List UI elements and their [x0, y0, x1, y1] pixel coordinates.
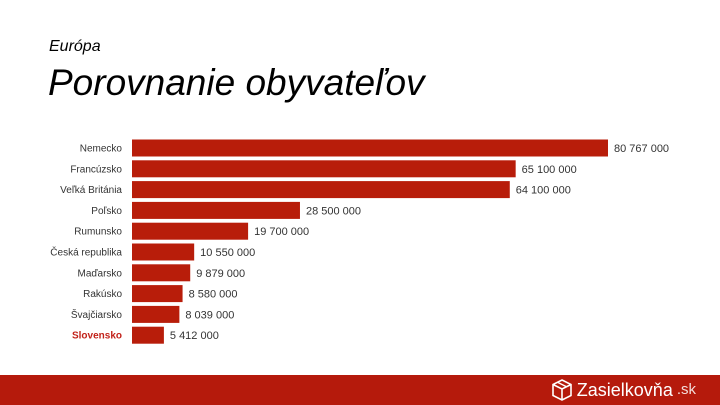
footer-bar: Zasielkovňa .sk	[0, 375, 720, 405]
slide-title: Porovnanie obyvateľov	[48, 62, 425, 103]
category-label: Slovensko	[72, 331, 122, 342]
category-label: Veľká Británia	[60, 185, 122, 196]
value-label: 64 100 000	[516, 185, 571, 197]
bar	[132, 264, 191, 282]
bar	[132, 181, 510, 199]
bar	[132, 160, 516, 178]
value-label: 8 039 000	[185, 309, 234, 321]
category-label: Francúzsko	[70, 164, 122, 175]
value-label: 8 580 000	[189, 289, 238, 301]
category-label: Nemecko	[80, 144, 123, 155]
bar	[132, 326, 164, 344]
bar	[132, 201, 300, 219]
category-label: Rakúsko	[83, 289, 122, 300]
category-label: Rumunsko	[74, 227, 122, 238]
bar	[132, 305, 180, 323]
value-label: 5 412 000	[170, 330, 219, 342]
value-label: 80 767 000	[614, 143, 669, 155]
category-label: Poľsko	[91, 206, 122, 217]
value-label: 19 700 000	[254, 226, 309, 238]
brand-name: Zasielkovňa	[576, 380, 673, 400]
category-label: Česká republika	[50, 246, 122, 259]
package-icon	[551, 379, 572, 401]
brand-logo[interactable]: Zasielkovňa .sk	[551, 379, 696, 401]
bar	[132, 285, 183, 303]
category-label: Švajčiarsko	[71, 308, 123, 321]
slide-kicker: Európa	[49, 38, 101, 55]
value-label: 10 550 000	[200, 247, 255, 259]
value-label: 28 500 000	[306, 205, 361, 217]
value-label: 9 879 000	[196, 268, 245, 280]
bar	[132, 222, 249, 240]
category-label: Maďarsko	[78, 268, 123, 279]
brand-tld: .sk	[676, 381, 696, 398]
bar	[132, 139, 608, 157]
bar	[132, 243, 195, 261]
value-label: 65 100 000	[522, 164, 577, 176]
